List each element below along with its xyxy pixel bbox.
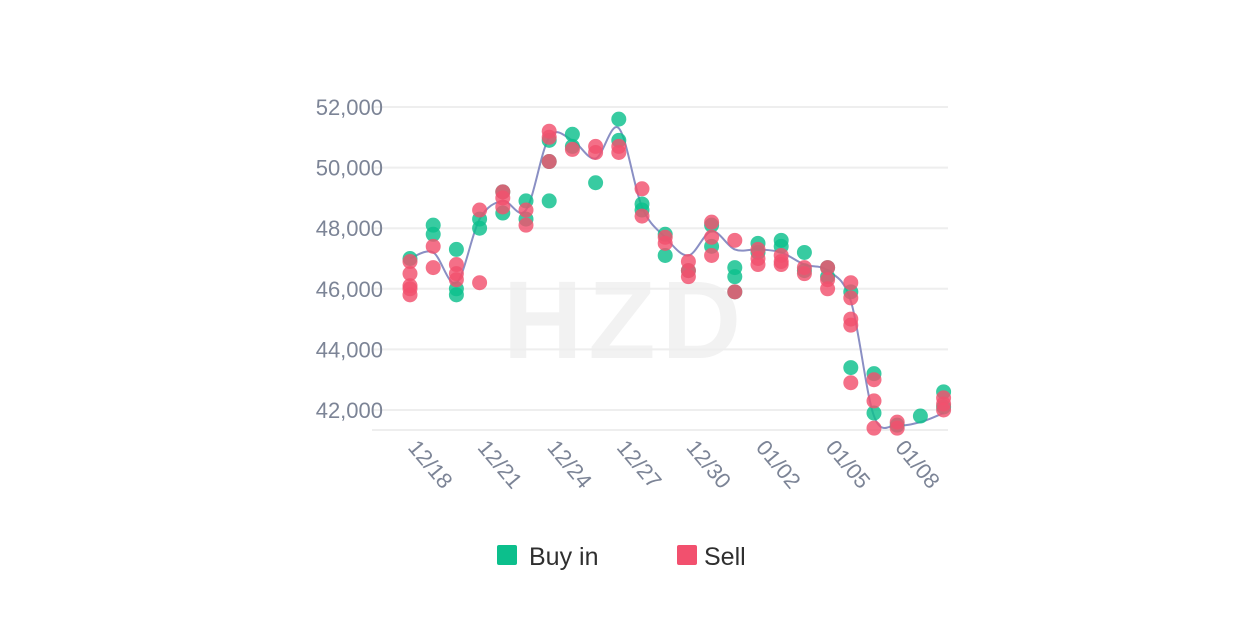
sell-point xyxy=(518,202,534,218)
sell-point xyxy=(727,284,743,300)
sell-point xyxy=(495,199,511,215)
buy-in-point xyxy=(657,247,673,263)
y-tick-label: 52,000 xyxy=(316,95,383,120)
sell-point xyxy=(866,420,882,436)
grid-lines xyxy=(372,106,948,431)
sell-point xyxy=(843,317,859,333)
sell-point xyxy=(843,290,859,306)
x-tick-label: 01/02 xyxy=(751,435,806,493)
sell-point xyxy=(866,372,882,388)
sell-point xyxy=(704,214,720,230)
sell-point xyxy=(611,144,627,160)
x-tick-label: 12/27 xyxy=(612,435,667,493)
sell-point xyxy=(796,266,812,282)
buy-in-point xyxy=(564,126,580,142)
buy-in-point xyxy=(843,360,859,376)
legend-label-sell: Sell xyxy=(704,543,746,571)
y-axis-ticks: 42,000 44,000 46,000 48,000 50,000 52,000 xyxy=(316,95,383,423)
sell-point xyxy=(889,420,905,436)
sell-point xyxy=(425,260,441,276)
buy-in-point xyxy=(448,287,464,303)
legend-label-buy-in: Buy in xyxy=(529,543,598,571)
legend: Buy in Sell xyxy=(497,543,746,571)
y-tick-label: 44,000 xyxy=(316,337,383,362)
sell-point xyxy=(680,269,696,285)
y-tick-label: 46,000 xyxy=(316,277,383,302)
buy-in-point xyxy=(472,220,488,236)
sell-point xyxy=(402,266,418,282)
sell-point xyxy=(564,141,580,157)
sell-point xyxy=(634,181,650,197)
legend-swatch-buy-in xyxy=(497,545,517,565)
sell-point xyxy=(657,235,673,251)
sell-point xyxy=(820,260,836,276)
watermark-text: HZD xyxy=(503,259,747,382)
y-tick-label: 42,000 xyxy=(316,398,383,423)
x-tick-label: 01/08 xyxy=(890,435,945,493)
buy-in-point xyxy=(541,193,557,209)
buy-in-point xyxy=(588,175,604,191)
sell-point xyxy=(541,154,557,170)
buy-in-point xyxy=(866,405,882,421)
buy-in-point xyxy=(425,226,441,242)
sell-point xyxy=(588,144,604,160)
x-tick-label: 01/05 xyxy=(821,435,876,493)
sell-point xyxy=(472,202,488,218)
x-tick-label: 12/21 xyxy=(473,435,528,493)
data-points xyxy=(402,111,952,436)
buy-in-point xyxy=(796,244,812,260)
sell-point xyxy=(472,275,488,291)
sell-point xyxy=(425,238,441,254)
sell-point xyxy=(402,287,418,303)
sell-point xyxy=(936,402,952,418)
sell-point xyxy=(843,375,859,391)
sell-point xyxy=(541,129,557,145)
sell-point xyxy=(518,217,534,233)
y-tick-label: 50,000 xyxy=(316,156,383,181)
buy-in-point xyxy=(611,111,627,127)
sell-point xyxy=(820,281,836,297)
buy-in-point xyxy=(448,241,464,257)
sell-point xyxy=(704,247,720,263)
sell-point xyxy=(448,272,464,288)
x-axis-ticks: 12/18 12/21 12/24 12/27 12/30 01/02 01/05 01/08 xyxy=(403,435,945,493)
legend-swatch-sell xyxy=(677,545,697,565)
buy-in-point xyxy=(912,408,928,424)
sell-point xyxy=(843,275,859,291)
sell-point xyxy=(866,393,882,409)
x-tick-label: 12/18 xyxy=(403,435,458,493)
sell-point xyxy=(634,208,650,224)
sell-point xyxy=(727,232,743,248)
y-tick-label: 48,000 xyxy=(316,216,383,241)
sell-point xyxy=(773,257,789,273)
x-tick-label: 12/30 xyxy=(682,435,737,493)
sell-point xyxy=(402,254,418,270)
sell-point xyxy=(750,257,766,273)
buy-in-point xyxy=(727,269,743,285)
x-tick-label: 12/24 xyxy=(542,435,597,493)
sell-point xyxy=(704,229,720,245)
